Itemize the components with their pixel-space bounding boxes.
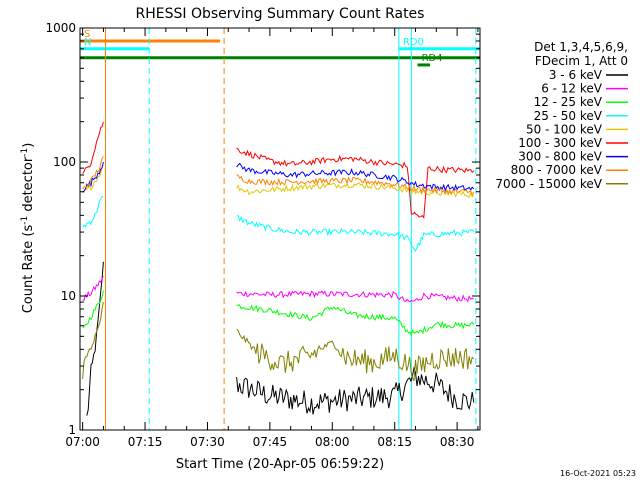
plot-frame <box>79 27 481 431</box>
legend-label: 50 - 100 keV <box>526 122 603 136</box>
legend-label: 3 - 6 keV <box>549 68 603 82</box>
series-line <box>236 290 475 303</box>
x-tick-label: 07:00 <box>65 435 100 449</box>
x-tick-label: 08:00 <box>315 435 350 449</box>
series-line <box>236 147 475 219</box>
series-3_6keV <box>86 261 475 416</box>
x-tick-label: 07:45 <box>253 435 288 449</box>
series-line <box>236 366 475 415</box>
series-line <box>82 164 104 193</box>
legend-label: 800 - 7000 keV <box>511 163 603 177</box>
y-axis-label-part: Count Rate (s <box>21 225 36 314</box>
footer-timestamp: 16-Oct-2021 05:23 <box>560 469 636 478</box>
series-line <box>236 162 475 192</box>
series-800_7000keV <box>82 156 475 196</box>
y-axis-label-part: ) <box>21 143 36 148</box>
x-tick-label: 08:15 <box>377 435 412 449</box>
x-tick-label: 07:15 <box>128 435 163 449</box>
series-line <box>236 304 475 337</box>
state-bar-label: RD0 <box>403 37 424 48</box>
state-bars: SN RD0 RD4 <box>80 29 480 67</box>
legend-header-line: Det 1,3,4,5,6,9, <box>534 40 628 54</box>
y-tick-label: 1 <box>68 423 76 437</box>
legend-label: 100 - 300 keV <box>518 136 602 150</box>
y-tick-label: 100 <box>53 155 76 169</box>
legend-header-line: FDecim 1, Att 0 <box>535 54 628 68</box>
legend: Det 1,3,4,5,6,9, FDecim 1, Att 0 3 - 6 k… <box>495 40 628 191</box>
series-line <box>82 156 104 190</box>
data-series <box>82 121 475 416</box>
state-bar-label: S <box>84 29 90 40</box>
series-line <box>86 261 104 416</box>
series-line <box>236 328 475 382</box>
series-line <box>236 214 475 253</box>
series-25_50keV <box>82 196 475 253</box>
state-bar-label: N <box>84 37 91 48</box>
axis-ticks: 07:00 07:15 07:30 07:45 08:00 08:15 08:30 1 10 10… <box>45 21 480 449</box>
y-axis-label-sup: -1 <box>20 148 30 157</box>
y-tick-label: 10 <box>61 289 76 303</box>
series-line <box>236 174 475 196</box>
legend-label: 300 - 800 keV <box>518 150 602 164</box>
series-100_300keV <box>82 121 475 219</box>
y-axis-label-part: detector <box>21 156 36 216</box>
series-7000_15000keV <box>82 301 475 382</box>
y-tick-label: 1000 <box>45 21 76 35</box>
legend-label: 12 - 25 keV <box>534 95 603 109</box>
y-axis-label-sup: -1 <box>20 216 30 225</box>
state-bar-label: RD4 <box>422 53 443 64</box>
series-line <box>82 290 104 329</box>
series-12_25keV <box>82 290 475 337</box>
series-line <box>82 301 104 379</box>
y-axis-label: Count Rate (s-1 detector-1) <box>20 143 36 314</box>
x-tick-label: 08:30 <box>440 435 475 449</box>
legend-label: 25 - 50 keV <box>534 109 603 123</box>
series-line <box>82 121 104 174</box>
x-axis-label: Start Time (20-Apr-05 06:59:22) <box>176 457 384 472</box>
legend-label: 6 - 12 keV <box>541 82 603 96</box>
series-line <box>82 196 104 228</box>
legend-label: 7000 - 15000 keV <box>495 177 602 191</box>
x-tick-label: 07:30 <box>190 435 225 449</box>
chart-title: RHESSI Observing Summary Count Rates <box>136 6 425 22</box>
